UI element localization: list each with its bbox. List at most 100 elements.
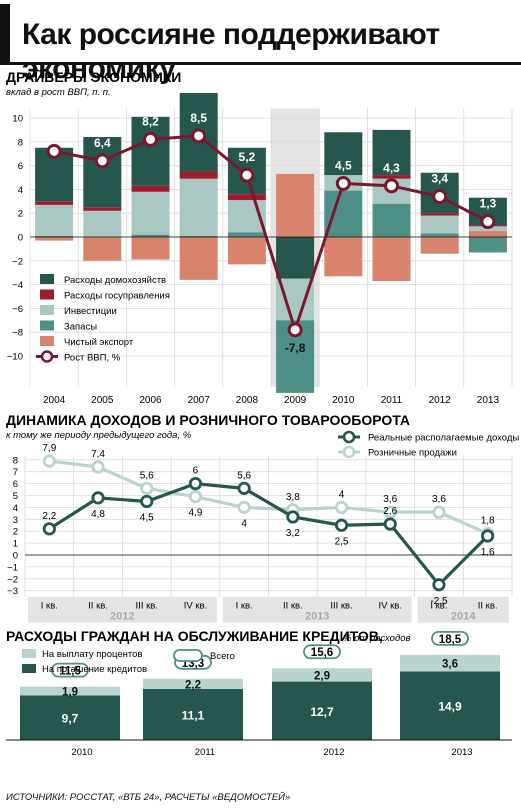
legend-swatch [22,664,36,673]
y-tick-label: 2 [18,209,23,220]
bar-segment [372,203,411,237]
x-tick-label: 2004 [43,395,66,406]
gdp-point [94,153,110,169]
data-label: 2,5 [335,536,349,547]
data-label: 4,8 [91,509,105,520]
bar-segment [227,232,266,237]
data-label: 6 [193,466,199,477]
legend-label: Расходы домохозяйств [64,275,166,286]
y-tick-label: 4 [13,503,18,514]
bar-segment [83,207,122,211]
x-tick-label: 2012 [323,747,344,758]
total-label: 11,5 [59,666,81,678]
gdp-label: 5,2 [239,150,256,164]
y-tick-label: −2 [7,574,18,585]
bar-segment [272,681,372,740]
bar-segment [420,215,459,234]
y-tick-label: 8 [13,455,18,466]
x-tick-label: II кв. [283,601,303,612]
bar-segment [272,668,372,682]
data-label: 5,6 [237,470,251,481]
x-tick-label: IV кв. [379,601,402,612]
gdp-label: 4,3 [383,161,400,175]
bar-segment [131,191,170,235]
x-tick-label: 2005 [91,395,114,406]
x-tick-label: 2010 [332,395,355,406]
legend-swatch [40,274,54,284]
bar-segment [83,137,122,208]
x-tick-label: 2008 [236,395,259,406]
economy-drivers-chart: ДРАЙВЕРЫ ЭКОНОМИКИ вклад в рост ВВП, п. п… [6,68,513,406]
y-tick-label: 4 [18,185,23,196]
bar-value-label: 11,1 [182,708,205,722]
bar-segment [20,686,120,696]
y-tick-label: 2 [13,527,18,538]
bar-segment [179,237,218,280]
x-tick-label: 2013 [451,747,472,758]
legend-swatch [40,289,54,300]
legend-marker [342,430,356,444]
x-tick-label: 2011 [381,395,403,406]
bar-segment [400,654,500,672]
series-point [334,500,349,514]
gdp-point [191,128,207,144]
source-note: ИСТОЧНИКИ: РОССТАТ, «ВТБ 24», РАСЧЕТЫ «В… [6,792,291,803]
x-tick-label: II кв. [88,601,108,612]
x-tick-label: 2009 [284,395,307,406]
income-retail-chart: ДИНАМИКА ДОХОДОВ И РОЗНИЧНОГО ТОВАРООБОР… [6,412,519,623]
title-accent-bar [0,4,10,62]
series-point [42,522,56,536]
bar-segment [372,175,411,179]
bar-segment [324,132,363,176]
x-tick-label: 2011 [195,747,215,758]
legend-marker [342,445,356,459]
bar-segment [324,237,363,277]
bar-segment [143,688,243,740]
legend-label: Запасы [64,322,97,333]
bar-segment [35,204,74,236]
y-tick-label: 0 [13,551,18,562]
y-tick-label: 6 [13,479,18,490]
gdp-point [287,322,303,338]
gdp-label: 4,5 [335,158,352,172]
x-tick-label: I кв. [430,601,447,612]
series-point [237,481,251,495]
y-tick-label: −10 [7,352,23,363]
legend-label: Расходы госуправления [64,291,170,302]
legend-label: Чистый экспорт [64,337,134,348]
y-tick-label: −6 [12,304,23,315]
gdp-point [46,143,62,159]
data-label: 7,4 [91,449,105,460]
data-label: 5,6 [140,470,154,481]
data-label: 1,6 [481,547,495,558]
chart-subtitle: вклад в рост ВВП, п. п. [6,87,111,98]
y-tick-label: 10 [12,114,23,125]
gdp-label: 7,2 [46,126,63,140]
gdp-label: 3,4 [431,172,448,186]
data-label: 1,8 [481,516,495,527]
y-tick-label: −8 [12,328,23,339]
series-point [42,454,56,468]
chart-title: РАСХОДЫ ГРАЖДАН НА ОБСЛУЖИВАНИЕ КРЕДИТОВ… [6,628,383,644]
data-label: 4 [339,489,345,500]
x-tick-label: IV кв. [184,601,207,612]
series-point [140,481,154,495]
series-point [188,476,203,491]
series-point [481,529,495,543]
charts-canvas: ДРАЙВЕРЫ ЭКОНОМИКИ вклад в рост ВВП, п. п… [6,68,519,758]
total-label: 15,6 [311,647,333,659]
bar-segment [179,171,218,179]
page-header: Как россияне поддерживают экономику [0,0,521,85]
series-point [140,494,154,509]
gdp-label: -7,8 [285,341,306,355]
y-tick-label: 7 [13,467,18,478]
y-tick-label: 3 [13,515,18,526]
gdp-line [53,134,489,335]
bar-segment [420,233,459,237]
bar-value-label: 3,6 [442,659,458,671]
bar-segment [372,129,411,176]
gdp-point [239,167,255,183]
bar-segment [35,201,74,205]
year-label: 2012 [110,611,134,623]
gdp-point [432,189,448,205]
